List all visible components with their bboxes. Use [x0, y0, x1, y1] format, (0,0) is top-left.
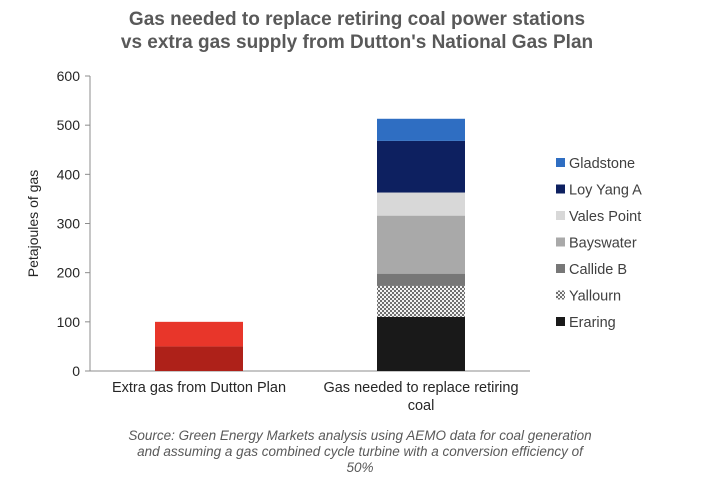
- legend-swatch-loy-yang-a: [556, 184, 565, 194]
- bar-segment-1-cat-0: [155, 321, 243, 347]
- x-category-label-1-line-0: Gas needed to replace retiring: [323, 380, 518, 396]
- legend-swatch-bayswater: [556, 237, 565, 247]
- bar-bayswater-cat-1: [377, 215, 465, 274]
- legend-swatch-gladstone: [556, 158, 565, 167]
- bar-yallourn-cat-1: [377, 285, 465, 317]
- legend-swatch-callide-b: [556, 264, 565, 273]
- legend-label-loy-yang-a: Loy Yang A: [569, 183, 642, 199]
- bar-loy-yang-a-cat-1: [377, 140, 465, 193]
- bar-callide-b-cat-1: [377, 273, 465, 286]
- legend-label-gladstone: Gladstone: [569, 156, 635, 172]
- source-line-2: and assuming a gas combined cycle turbin…: [137, 444, 583, 459]
- y-tick-label-600: 600: [57, 68, 81, 84]
- plot-area: 0 100 200 300 400 500 600 Petajoules of gas Extr…: [25, 68, 530, 414]
- x-category-label-0-line-0: Extra gas from Dutton Plan: [112, 380, 286, 396]
- y-tick-label-0: 0: [72, 363, 80, 379]
- y-tick-label-200: 200: [57, 265, 81, 281]
- bar-eraring-cat-1: [377, 316, 465, 371]
- legend-label-vales-point: Vales Point: [569, 209, 641, 225]
- y-tick-label-100: 100: [57, 314, 81, 330]
- chart-title-line-2: vs extra gas supply from Dutton's Nation…: [120, 32, 594, 53]
- legend-label-bayswater: Bayswater: [569, 236, 637, 252]
- bar-segment-0-cat-0: [155, 346, 243, 371]
- bar-vales-point-cat-1: [377, 192, 465, 216]
- source-note: Source: Green Energy Markets analysis us…: [60, 428, 660, 476]
- legend-label-yallourn: Yallourn: [569, 289, 621, 305]
- y-axis-label: Petajoules of gas: [25, 170, 41, 277]
- chart-title: Gas needed to replace retiring coal powe…: [0, 8, 714, 54]
- legend-swatch-eraring: [556, 317, 565, 326]
- y-tick-label-400: 400: [57, 166, 81, 182]
- legend-label-callide-b: Callide B: [569, 262, 627, 278]
- legend-swatch-yallourn: [556, 290, 565, 300]
- bar-gladstone-cat-1: [377, 118, 465, 141]
- source-line-3: 50%: [346, 460, 374, 475]
- legend: Gladstone Loy Yang A Vales Point Bayswater C…: [556, 156, 642, 331]
- x-category-label-1-line-1: coal: [408, 398, 435, 414]
- legend-label-eraring: Eraring: [569, 315, 616, 331]
- y-tick-label-500: 500: [57, 117, 81, 133]
- y-tick-label-300: 300: [57, 216, 81, 232]
- stacked-bar-chart: 0 100 200 300 400 500 600 Petajoules of gas Extr…: [25, 68, 642, 414]
- chart-title-line-1: Gas needed to replace retiring coal powe…: [128, 9, 586, 30]
- source-line-1: Source: Green Energy Markets analysis us…: [128, 428, 592, 443]
- legend-swatch-vales-point: [556, 211, 565, 220]
